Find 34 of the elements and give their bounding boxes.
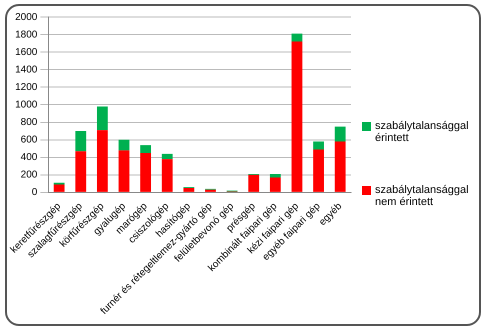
y-tick-label: 0 — [32, 187, 38, 198]
bar — [96, 106, 108, 130]
y-tick-label: 400 — [20, 152, 38, 164]
y-tick-label: 1400 — [15, 64, 38, 76]
bar — [270, 174, 281, 178]
bar — [140, 152, 152, 192]
bar — [118, 140, 130, 150]
y-tick-label: 1200 — [15, 82, 38, 93]
y-tick-label: 1600 — [15, 46, 38, 58]
bar — [118, 150, 130, 192]
y-tick-label: 800 — [20, 117, 38, 128]
y-tick-label: 2000 — [15, 12, 38, 23]
bar — [96, 130, 108, 192]
bar — [183, 188, 194, 192]
legend-label: szabálytalansággal nem érintett — [375, 184, 470, 208]
y-tick-label: 200 — [20, 170, 38, 181]
y-tick-label: 1800 — [15, 29, 38, 40]
bar — [162, 154, 173, 160]
bar — [334, 142, 346, 192]
bar — [248, 174, 260, 192]
bar — [313, 149, 324, 192]
y-tick-label: 1000 — [15, 99, 38, 110]
bar — [162, 159, 173, 192]
bar — [140, 145, 152, 153]
bar — [75, 131, 86, 152]
bar — [334, 126, 346, 142]
bar — [313, 142, 324, 150]
legend-label: szabálytalansággal érintett — [375, 120, 470, 144]
bar — [292, 34, 302, 42]
bar — [270, 178, 281, 192]
bar — [292, 42, 302, 192]
bar — [75, 151, 86, 192]
y-tick-label: 600 — [20, 134, 38, 146]
bar — [54, 184, 65, 192]
